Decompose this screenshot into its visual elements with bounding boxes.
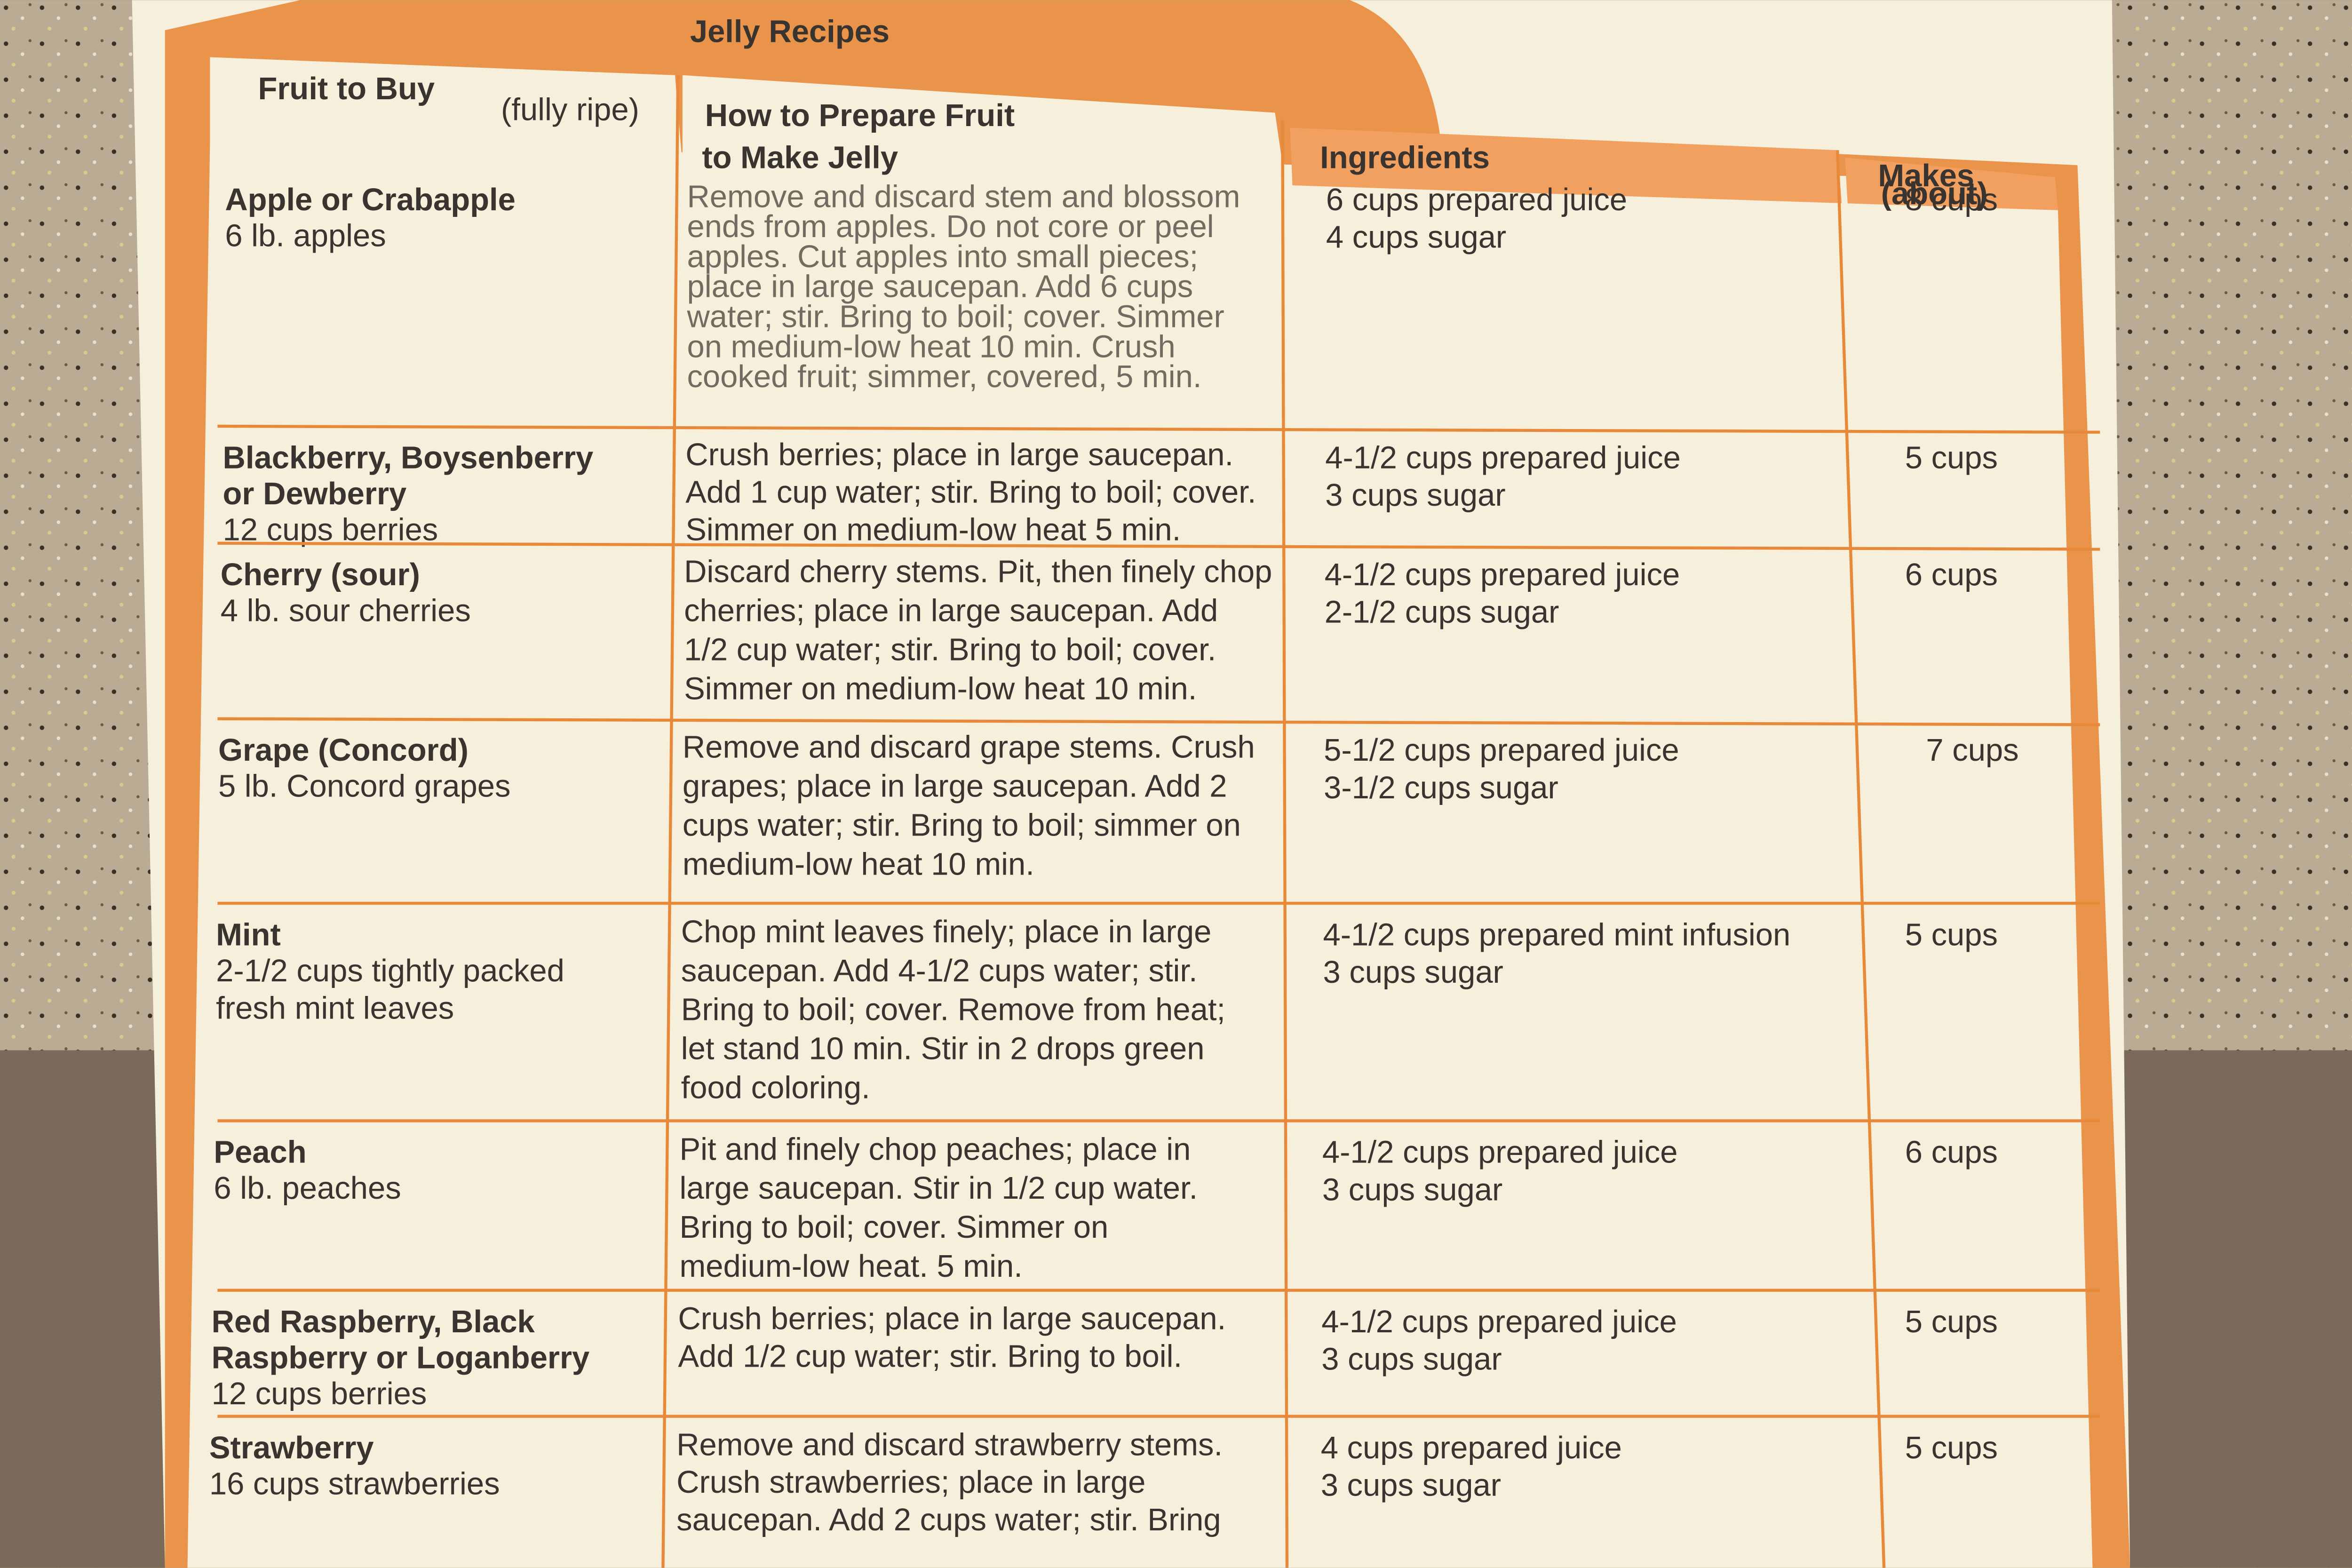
fruit-amount: 4 lb. sour cherries — [221, 593, 471, 629]
preparation: Pit and finely chop peaches; place in — [680, 1131, 1191, 1167]
yield: 5 cups — [1905, 1304, 1998, 1339]
fruit-name: Apple or Crabapple — [225, 182, 516, 217]
preparation: grapes; place in large saucepan. Add 2 — [683, 769, 1227, 804]
ingredient: 4 cups sugar — [1326, 220, 1506, 255]
yield: 8 cups — [1905, 182, 1998, 217]
fruit-name: Red Raspberry, Black — [212, 1304, 535, 1339]
column-lines — [661, 75, 1886, 1568]
header-cell — [682, 75, 1287, 195]
ingredient: 6 cups prepared juice — [1326, 182, 1627, 217]
fruit-amount: 16 cups strawberries — [209, 1466, 500, 1501]
title: Jelly Recipes — [690, 14, 890, 49]
fruit-name: Cherry (sour) — [221, 557, 420, 592]
preparation: Add 1/2 cup water; stir. Bring to boil. — [678, 1338, 1182, 1374]
fruit-name: Peach — [214, 1135, 306, 1170]
preparation: ends from apples. Do not core or peel — [687, 209, 1214, 244]
preparation: on medium-low heat 10 min. Crush — [687, 329, 1175, 364]
row-line — [217, 717, 2100, 726]
ingredient: 3 cups sugar — [1325, 478, 1505, 513]
header-makes: Makes — [1878, 158, 1974, 193]
ingredient: 3 cups sugar — [1322, 1172, 1502, 1207]
preparation: Simmer on medium-low heat 5 min. — [685, 512, 1181, 547]
header-fruit: Fruit to Buy — [258, 71, 435, 106]
preparation: large saucepan. Stir in 1/2 cup water. — [680, 1170, 1198, 1206]
ingredient: 3 cups sugar — [1321, 1468, 1501, 1503]
fruit-amount: 5 lb. Concord grapes — [218, 769, 511, 804]
yield: 5 cups — [1905, 440, 1998, 475]
preparation: Remove and discard grape stems. Crush — [683, 730, 1255, 765]
preparation: let stand 10 min. Stir in 2 drops green — [681, 1031, 1205, 1067]
yield: 7 cups — [1926, 732, 2018, 768]
yield: 5 cups — [1905, 1430, 1998, 1465]
preparation: Remove and discard strawberry stems. — [676, 1427, 1223, 1462]
fruit-amount: 2-1/2 cups tightly packed — [216, 953, 564, 988]
preparation: Discard cherry stems. Pit, then finely c… — [684, 554, 1272, 589]
preparation: Crush strawberries; place in large — [676, 1465, 1145, 1500]
preparation: Simmer on medium-low heat 10 min. — [684, 671, 1197, 706]
preparation: medium-low heat. 5 min. — [680, 1249, 1023, 1284]
preparation: Add 1 cup water; stir. Bring to boil; co… — [685, 475, 1256, 510]
preparation: Bring to boil; cover. Simmer on — [680, 1210, 1109, 1245]
preparation: food coloring. — [681, 1070, 870, 1106]
ingredient: 4-1/2 cups prepared juice — [1325, 557, 1680, 592]
preparation: cups water; stir. Bring to boil; simmer … — [683, 808, 1241, 843]
preparation: Chop mint leaves finely; place in large — [681, 914, 1212, 949]
preparation: Crush berries; place in large saucepan. — [678, 1301, 1226, 1337]
preparation: apples. Cut apples into small pieces; — [687, 239, 1198, 274]
fruit-name: Raspberry or Loganberry — [212, 1340, 590, 1376]
fruit-name: or Dewberry — [223, 476, 407, 511]
ingredient: 3 cups sugar — [1323, 955, 1503, 990]
header-cell — [210, 57, 683, 166]
fruit-amount: 6 lb. peaches — [214, 1170, 401, 1206]
fruit-amount: fresh mint leaves — [216, 991, 454, 1026]
preparation: medium-low heat 10 min. — [683, 846, 1034, 882]
yield: 5 cups — [1905, 917, 1998, 952]
fruit-amount: 12 cups berries — [223, 512, 438, 547]
fruit-name: Blackberry, Boysenberry — [223, 440, 594, 475]
fruit-name: Mint — [216, 917, 281, 952]
ingredient: 4-1/2 cups prepared juice — [1325, 440, 1681, 475]
fruit-name: Grape (Concord) — [218, 732, 469, 768]
preparation: saucepan. Add 2 cups water; stir. Bring — [676, 1502, 1221, 1537]
header-prepare: How to Prepare Fruit — [705, 98, 1015, 133]
ingredient: 4 cups prepared juice — [1321, 1430, 1622, 1465]
preparation: Crush berries; place in large saucepan. — [685, 437, 1233, 472]
preparation: place in large saucepan. Add 6 cups — [687, 269, 1193, 304]
ingredient: 2-1/2 cups sugar — [1325, 595, 1559, 630]
header-fruit-note: (fully ripe) — [501, 92, 639, 127]
ingredient: 3 cups sugar — [1321, 1342, 1502, 1377]
row-line — [217, 541, 2100, 551]
preparation: saucepan. Add 4-1/2 cups water; stir. — [681, 953, 1198, 988]
header-prepare: to Make Jelly — [702, 140, 898, 175]
yield: 6 cups — [1905, 1135, 1998, 1170]
ingredient: 5-1/2 cups prepared juice — [1324, 732, 1679, 768]
header-cell — [1290, 127, 1842, 207]
table-body — [187, 150, 2093, 1568]
preparation: Remove and discard stem and blossom — [687, 179, 1240, 214]
preparation: cherries; place in large saucepan. Add — [684, 593, 1218, 629]
ingredient: 4-1/2 cups prepared mint infusion — [1323, 917, 1791, 952]
header-makes: (about) — [1881, 176, 1988, 211]
ingredient: 3-1/2 cups sugar — [1324, 770, 1558, 805]
row-line — [217, 424, 2100, 434]
fruit-amount: 6 lb. apples — [225, 218, 386, 253]
preparation: water; stir. Bring to boil; cover. Simme… — [686, 299, 1224, 334]
header-ingredients: Ingredients — [1320, 140, 1490, 175]
preparation: cooked fruit; simmer, covered, 5 min. — [687, 359, 1201, 394]
ingredient: 4-1/2 cups prepared juice — [1322, 1135, 1678, 1170]
fruit-amount: 12 cups berries — [212, 1376, 427, 1411]
preparation: 1/2 cup water; stir. Bring to boil; cove… — [684, 632, 1216, 667]
ingredient: 4-1/2 cups prepared juice — [1321, 1304, 1677, 1339]
fruit-name: Strawberry — [209, 1430, 374, 1465]
yield: 6 cups — [1905, 557, 1998, 592]
preparation: Bring to boil; cover. Remove from heat; — [681, 992, 1225, 1027]
header-cell — [1845, 158, 2058, 210]
